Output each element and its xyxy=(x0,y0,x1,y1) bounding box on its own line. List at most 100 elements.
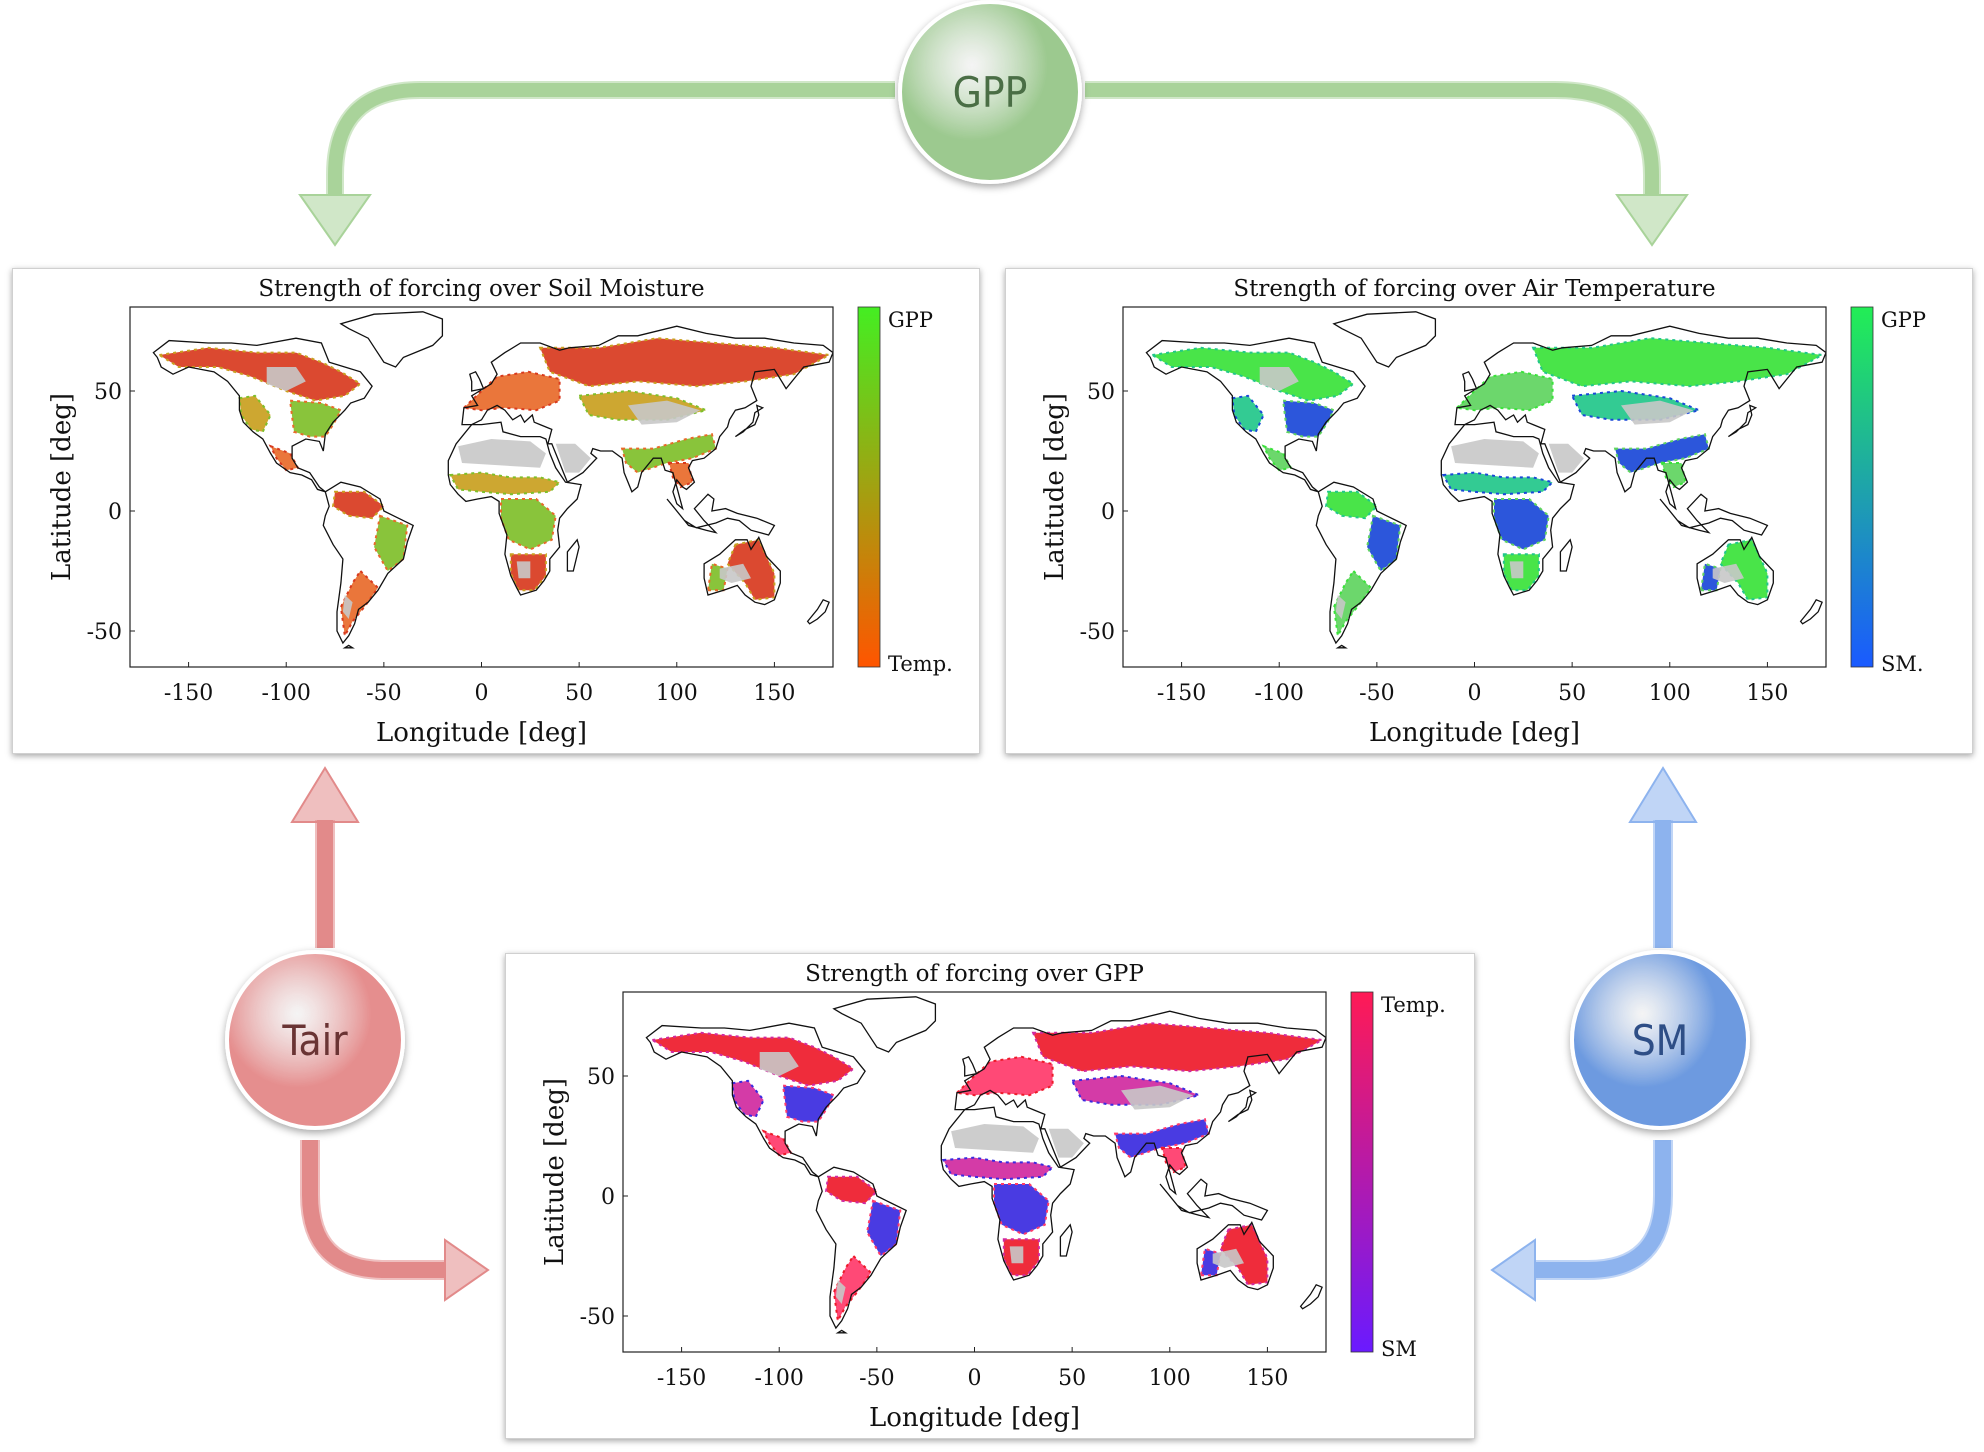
forcing-region-east-us xyxy=(781,1084,836,1123)
arrow-gpp-to-soil-moisture-head xyxy=(298,194,372,247)
colorbar-top-label: GPP xyxy=(888,308,933,332)
forcing-region-europe xyxy=(461,370,561,412)
x-tick-label: 50 xyxy=(565,681,593,706)
x-tick-label: 100 xyxy=(1149,1366,1191,1391)
y-tick-label: 0 xyxy=(108,500,122,525)
x-axis-label: Longitude [deg] xyxy=(869,1403,1080,1433)
forcing-region-europe xyxy=(954,1055,1054,1097)
coastline-antarctic-bits xyxy=(835,1329,848,1334)
forcing-region-europe xyxy=(1454,370,1554,412)
landmass-indonesia xyxy=(667,494,775,535)
no-forcing-region-patagonia xyxy=(835,1280,846,1304)
map-panel-gpp: Strength of forcing over GPP -150 -100 -50 0… xyxy=(505,953,1475,1439)
forcing-region-india-china xyxy=(1113,1118,1210,1159)
no-forcing-region-patagonia xyxy=(1335,595,1346,619)
x-tick-label: 50 xyxy=(1558,681,1586,706)
y-axis-label: Latitude [deg] xyxy=(540,1078,570,1266)
forcing-region-west-us xyxy=(731,1079,765,1118)
coastline-madagascar xyxy=(1559,538,1573,572)
x-tick-label: -50 xyxy=(366,681,401,706)
forcing-region-boreal-na xyxy=(156,346,363,402)
forcing-region-amazon-north xyxy=(332,490,386,520)
no-forcing-region-gobi xyxy=(1621,400,1694,425)
forcing-region-sahel xyxy=(941,1156,1055,1181)
node-gpp-label: GPP xyxy=(953,68,1028,117)
arrow-gpp-to-air-temperature xyxy=(1085,83,1659,195)
node-sm: SM xyxy=(1570,950,1750,1130)
no-forcing-region-australia-centre xyxy=(1212,1248,1244,1268)
coastline-indonesia xyxy=(666,493,776,536)
coastline-japan xyxy=(735,404,765,438)
coastline-antarctic-bits xyxy=(342,644,355,649)
coastline-africa xyxy=(447,421,582,596)
forcing-region-central-africa xyxy=(1493,498,1550,551)
arrow-tair-to-gpp xyxy=(302,1140,445,1278)
x-tick-label: -100 xyxy=(1255,681,1304,706)
x-tick-label: 0 xyxy=(1468,681,1482,706)
x-tick-label: -50 xyxy=(859,1366,894,1391)
forcing-region-east-us xyxy=(288,399,343,438)
no-forcing-region-gobi xyxy=(628,400,701,425)
map-svg-air-temperature: Strength of forcing over Air Temperature… xyxy=(1040,276,1926,748)
x-tick-label: -100 xyxy=(755,1366,804,1391)
panel-title: Strength of forcing over GPP xyxy=(805,961,1144,987)
map-svg-gpp: Strength of forcing over GPP -150 -100 -50 0… xyxy=(540,961,1446,1433)
y-tick-label: 0 xyxy=(1101,500,1115,525)
landmass-new-zealand xyxy=(1800,599,1823,624)
coastline-north-america xyxy=(152,337,373,493)
no-forcing-region-arabia xyxy=(1048,1128,1084,1158)
forcing-region-brazil-east xyxy=(866,1199,902,1258)
map-area xyxy=(1145,311,1826,649)
no-forcing-region-canada-shield xyxy=(1259,367,1299,391)
landmass-japan xyxy=(1228,1090,1256,1122)
no-forcing-region-kalahari xyxy=(516,561,531,579)
colorbar-top-label: GPP xyxy=(1881,308,1926,332)
forcing-region-siberia xyxy=(1031,1022,1326,1073)
coastline-greenland xyxy=(1332,311,1437,368)
x-tick-label: -150 xyxy=(657,1366,706,1391)
forcing-region-sa-south xyxy=(339,569,380,639)
landmass-new-zealand xyxy=(807,599,830,624)
forcing-region-amazon-north xyxy=(825,1175,879,1205)
landmass-greenland xyxy=(340,311,443,367)
y-axis-label: Latitude [deg] xyxy=(47,393,77,581)
map-panel-air-temperature: Strength of forcing over Air Temperature… xyxy=(1005,268,1973,754)
x-tick-label: 150 xyxy=(1246,1366,1288,1391)
forcing-region-mexico xyxy=(1261,444,1293,472)
forcing-region-mexico xyxy=(268,444,300,472)
coastline-indonesia xyxy=(1659,493,1769,536)
x-tick-label: 50 xyxy=(1058,1366,1086,1391)
colorbar-top-label: Temp. xyxy=(1381,993,1446,1017)
landmass-greenland xyxy=(833,996,936,1052)
arrow-gpp-to-soil-moisture xyxy=(328,83,895,195)
arrow-tair-to-gpp-head xyxy=(444,1238,490,1302)
y-tick-label: 50 xyxy=(1087,380,1115,405)
x-tick-label: 100 xyxy=(1649,681,1691,706)
coastline-new-zealand xyxy=(1799,598,1823,625)
map-panel-soil-moisture: Strength of forcing over Soil Moisture -1… xyxy=(12,268,980,754)
no-forcing-region-kalahari xyxy=(1009,1246,1024,1264)
coastline-australia xyxy=(1196,1221,1274,1291)
arrow-tair-to-soil-moisture-head xyxy=(290,766,360,823)
forcing-region-se-asia xyxy=(1660,462,1687,489)
panel-title: Strength of forcing over Air Temperature xyxy=(1233,276,1715,302)
forcing-region-india-china xyxy=(1613,433,1710,474)
forcing-region-se-asia xyxy=(1160,1147,1187,1174)
coastline-new-zealand xyxy=(806,598,830,625)
no-forcing-region-arabia xyxy=(1548,443,1584,473)
forcing-region-sa-south xyxy=(1332,569,1373,639)
landmass-uk xyxy=(469,371,484,391)
coastline-north-america xyxy=(645,1022,866,1178)
colorbar-bottom-label: SM. xyxy=(1881,652,1924,676)
map-area xyxy=(152,311,833,649)
no-forcing-region-canada-shield xyxy=(266,367,306,391)
x-tick-label: -100 xyxy=(262,681,311,706)
landmass-uk xyxy=(1462,371,1477,391)
landmass-madagascar xyxy=(1060,1224,1073,1256)
landmass-japan xyxy=(735,405,763,437)
coastline-antarctic-bits xyxy=(1335,644,1348,649)
y-tick-label: 0 xyxy=(601,1185,615,1210)
coastline-africa xyxy=(940,1106,1075,1281)
colorbar-bottom-label: SM xyxy=(1381,1337,1417,1361)
